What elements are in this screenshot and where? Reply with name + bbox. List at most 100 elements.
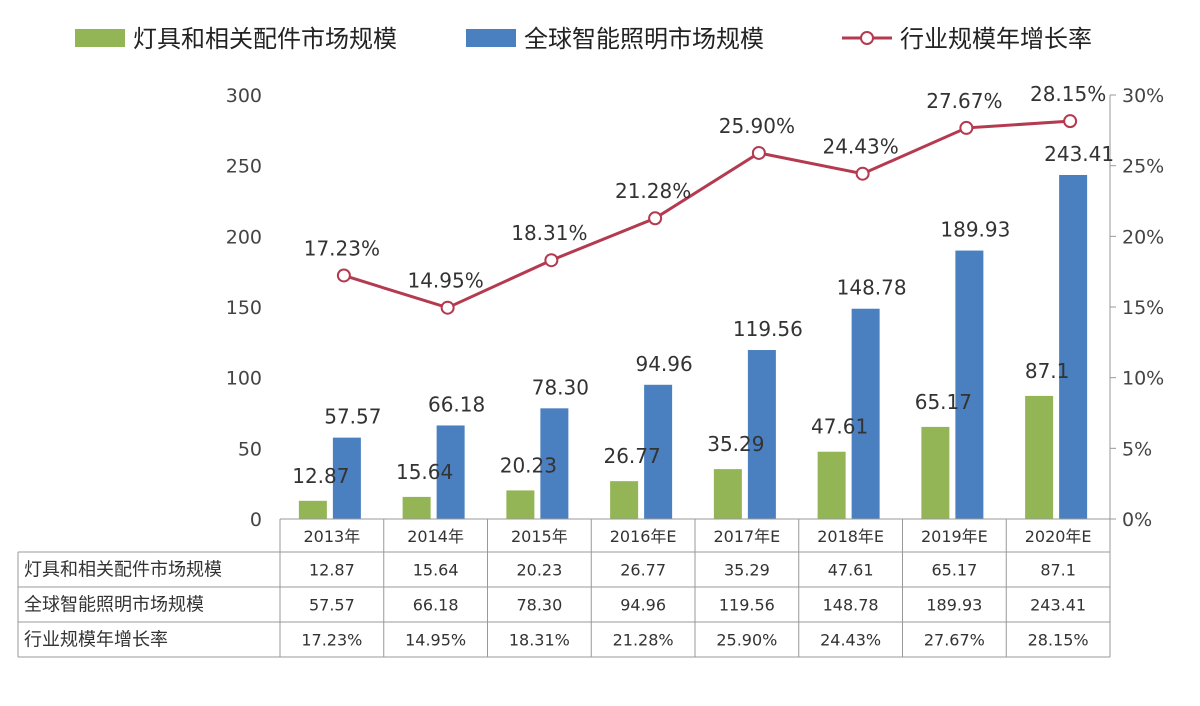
table-cell: 57.57 <box>309 596 355 615</box>
growth-point <box>336 268 351 283</box>
bar-smart-lighting <box>1059 174 1088 519</box>
bars <box>298 174 1088 519</box>
y-left-tick: 200 <box>226 226 262 248</box>
bar-smart-lighting <box>851 308 880 519</box>
table-row-header: 全球智能照明市场规模 <box>24 595 204 616</box>
y-left-tick: 50 <box>238 438 262 460</box>
bar-lamps <box>1025 395 1054 519</box>
legend: 灯具和相关配件市场规模 全球智能照明市场规模 行业规模年增长率 <box>75 25 1092 53</box>
growth-point <box>440 300 455 315</box>
growth-label: 18.31% <box>511 221 587 245</box>
y-left-tick: 100 <box>226 368 262 390</box>
bar-label: 119.56 <box>733 317 803 341</box>
bar-label: 78.30 <box>532 375 589 399</box>
table-cell: 66.18 <box>413 596 459 615</box>
bar-label: 20.23 <box>500 453 557 477</box>
growth-line-path <box>343 119 1071 310</box>
growth-label: 24.43% <box>822 135 898 159</box>
bar-label: 66.18 <box>428 392 485 416</box>
bar-label: 87.1 <box>1025 359 1070 383</box>
legend-label-2: 行业规模年增长率 <box>900 25 1092 53</box>
table-cell: 14.95% <box>405 631 466 650</box>
bar-lamps <box>298 500 327 519</box>
growth-point <box>855 166 870 181</box>
growth-point <box>648 211 663 226</box>
bar-lamps <box>506 490 535 519</box>
growth-point <box>959 120 974 135</box>
bar-label: 148.78 <box>837 276 907 300</box>
bar-label: 189.93 <box>940 218 1010 242</box>
legend-marker-2 <box>860 31 874 45</box>
table-cell: 94.96 <box>620 596 666 615</box>
table-cell: 26.77 <box>620 561 666 580</box>
growth-point <box>544 253 559 268</box>
table-row-header: 灯具和相关配件市场规模 <box>24 560 222 581</box>
table-cell: 24.43% <box>820 631 881 650</box>
growth-label: 14.95% <box>407 269 483 293</box>
data-table: 2013年 2014年 2015年 2016年E 2017年E 2018年E 2019年E 2… <box>17 518 1111 658</box>
x-category-label: 2013年 <box>304 527 361 546</box>
bar-smart-lighting <box>436 425 465 519</box>
x-category-label: 2014年 <box>407 527 464 546</box>
growth-label: 21.28% <box>615 179 691 203</box>
bar-smart-lighting <box>540 408 569 519</box>
table-cell: 189.93 <box>926 596 982 615</box>
bar-label: 57.57 <box>324 405 381 429</box>
table-cell: 15.64 <box>413 561 459 580</box>
axes: 0 50 100 150 200 250 300 0% 5% 10% 15% 20% 25% 30% <box>226 85 1165 531</box>
table-cell: 20.23 <box>516 561 562 580</box>
table-cell: 65.17 <box>931 561 977 580</box>
y-right-tick: 10% <box>1122 368 1164 390</box>
table-cell: 87.1 <box>1040 561 1076 580</box>
y-right-tick: 15% <box>1122 297 1164 319</box>
y-left-tick: 0 <box>250 509 262 531</box>
y-left-tick: 300 <box>226 85 262 107</box>
table-cell: 25.90% <box>716 631 777 650</box>
x-category-label: 2015年 <box>511 527 568 546</box>
table-cell: 27.67% <box>924 631 985 650</box>
bar-lamps <box>817 451 846 519</box>
table-cell: 119.56 <box>719 596 775 615</box>
x-category-label: 2019年E <box>921 527 988 546</box>
y-right-tick: 0% <box>1122 509 1152 531</box>
legend-label-1: 全球智能照明市场规模 <box>524 25 764 53</box>
bar-smart-lighting <box>747 350 776 519</box>
legend-swatch-1 <box>466 29 516 47</box>
growth-point <box>751 145 766 160</box>
table-cell: 47.61 <box>828 561 874 580</box>
bar-smart-lighting <box>955 250 984 519</box>
data-labels: 12.87 15.64 20.23 26.77 35.29 47.61 65.17 87.1 5… <box>292 82 1114 488</box>
bar-label: 65.17 <box>915 390 972 414</box>
bar-label: 47.61 <box>811 415 868 439</box>
y-right-tick: 5% <box>1122 438 1152 460</box>
bar-label: 35.29 <box>707 432 764 456</box>
bar-smart-lighting <box>644 384 673 519</box>
bar-lamps <box>713 469 742 519</box>
y-right-tick: 30% <box>1122 85 1164 107</box>
bar-label: 15.64 <box>396 460 453 484</box>
growth-label: 25.90% <box>719 114 795 138</box>
growth-label: 27.67% <box>926 89 1002 113</box>
x-category-label: 2020年E <box>1025 527 1092 546</box>
table-cell: 17.23% <box>301 631 362 650</box>
growth-line <box>336 114 1078 315</box>
table-cell: 21.28% <box>613 631 674 650</box>
legend-label-0: 灯具和相关配件市场规模 <box>133 25 397 53</box>
y-left-tick: 250 <box>226 156 262 178</box>
table-cell: 148.78 <box>823 596 879 615</box>
legend-swatch-0 <box>75 29 125 47</box>
table-cell: 35.29 <box>724 561 770 580</box>
y-right-tick: 20% <box>1122 226 1164 248</box>
growth-label: 28.15% <box>1030 82 1106 106</box>
table-row-header: 行业规模年增长率 <box>24 630 168 651</box>
bar-label: 12.87 <box>292 464 349 488</box>
x-category-label: 2016年E <box>610 527 677 546</box>
table-cell: 243.41 <box>1030 596 1086 615</box>
bar-lamps <box>402 496 431 519</box>
growth-label: 17.23% <box>304 236 380 260</box>
bar-label: 26.77 <box>603 444 660 468</box>
growth-point <box>1063 114 1078 129</box>
y-left-tick: 150 <box>226 297 262 319</box>
table-cell: 18.31% <box>509 631 570 650</box>
